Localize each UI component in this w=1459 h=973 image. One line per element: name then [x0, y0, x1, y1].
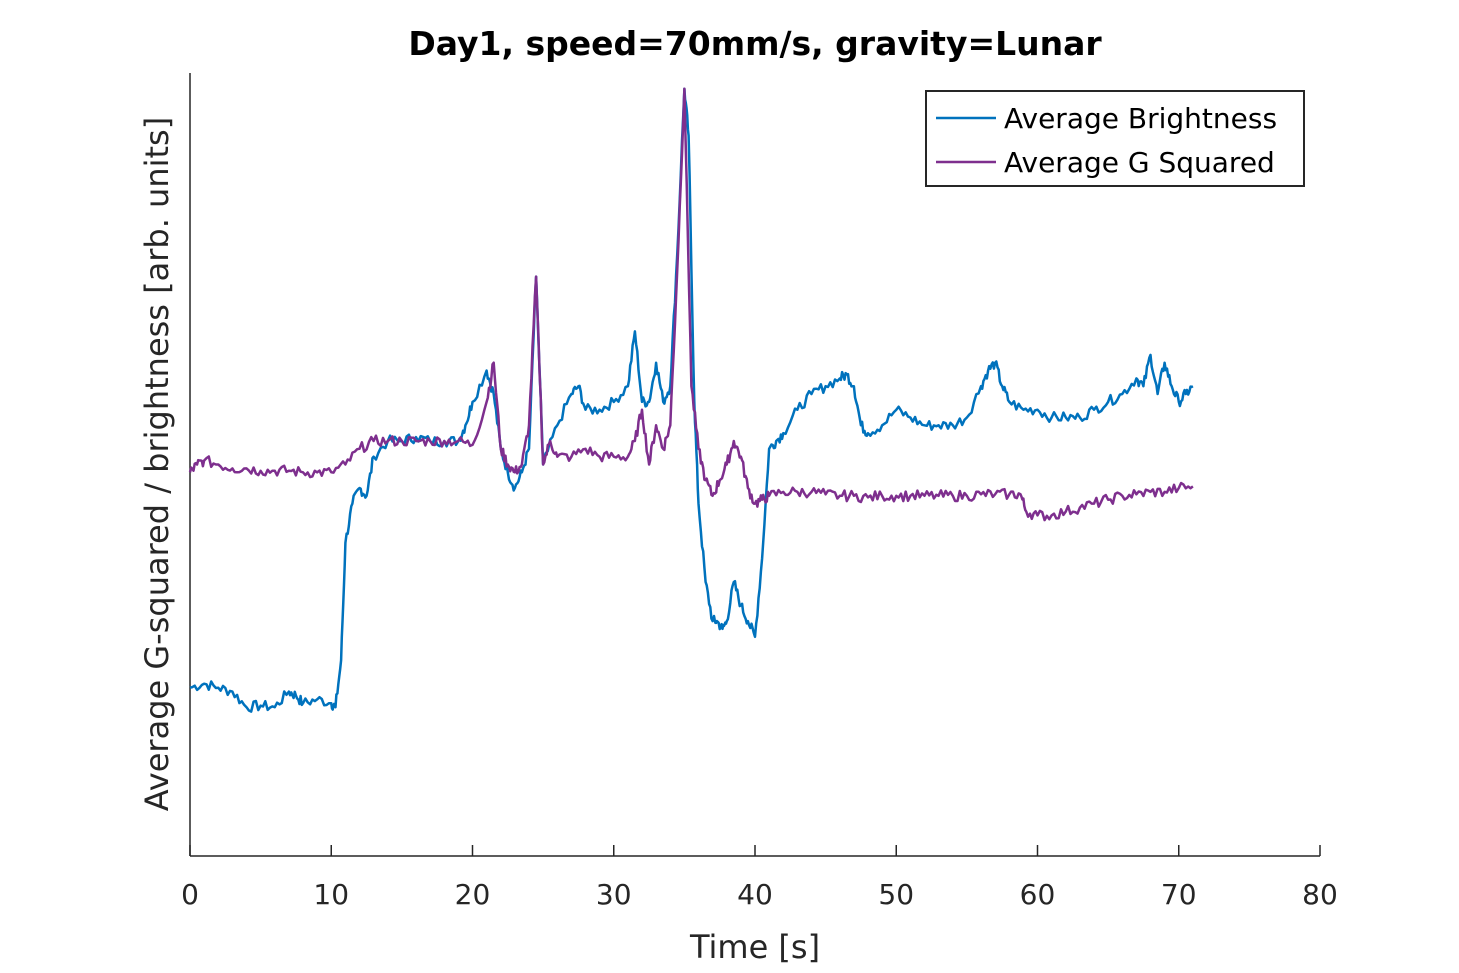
legend-label-brightness: Average Brightness [1004, 102, 1277, 135]
series-line-average-g-squared [188, 87, 1194, 522]
x-tick-label: 0 [181, 878, 199, 911]
x-tick-label: 20 [455, 878, 491, 911]
x-ticks: 0 10 20 30 40 50 60 70 80 [181, 845, 1338, 911]
x-tick-label: 50 [878, 878, 914, 911]
x-tick-label: 40 [737, 878, 773, 911]
y-axis-label: Average G-squared / brightness [arb. uni… [138, 117, 176, 811]
x-tick-label: 80 [1302, 878, 1338, 911]
x-tick-label: 30 [596, 878, 632, 911]
legend-box [925, 90, 1305, 187]
legend-label-gsquared: Average G Squared [1004, 146, 1275, 179]
x-axis-label: Time [s] [689, 928, 820, 966]
x-tick-label: 10 [313, 878, 349, 911]
series-line-average-brightness [189, 87, 1194, 713]
x-tick-label: 70 [1161, 878, 1197, 911]
plot-lines [188, 87, 1194, 713]
x-tick-label: 60 [1020, 878, 1056, 911]
legend: Average Brightness Average G Squared [925, 90, 1305, 187]
chart-title: Day1, speed=70mm/s, gravity=Lunar [408, 24, 1102, 63]
